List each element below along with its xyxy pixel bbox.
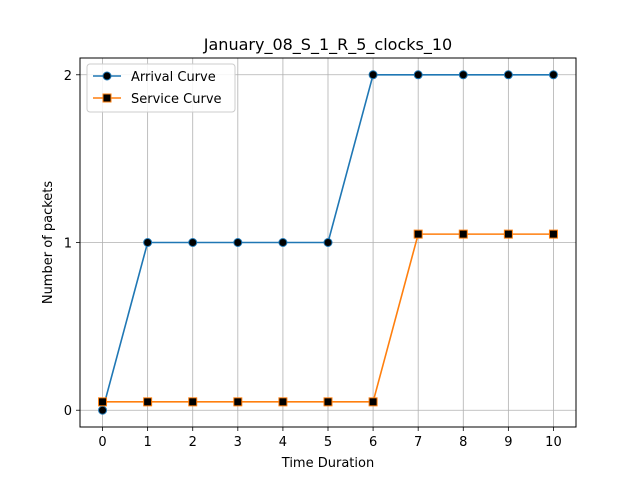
x-tick-label: 7 [414,435,422,450]
data-point [458,70,468,80]
data-point [188,397,198,407]
data-point [143,397,153,407]
data-point [188,238,198,247]
legend-marker [102,71,112,81]
y-tick-label: 1 [64,237,72,252]
y-axis-label: Number of packets [41,181,56,305]
x-tick-label: 0 [98,435,106,450]
data-point [233,397,243,407]
series-arrival-curve [98,70,558,415]
data-point [503,229,513,239]
data-point [98,405,108,415]
x-tick-label: 3 [234,435,242,450]
y-tick-label: 0 [64,404,72,419]
x-tick-label: 9 [504,435,512,450]
data-point [233,238,243,247]
data-point [278,397,288,407]
data-point [368,70,378,80]
data-series [98,70,558,415]
chart-title: January_08_S_1_R_5_clocks_10 [203,35,452,55]
series-service-curve [98,229,558,407]
data-point [323,238,333,247]
x-tick-label: 2 [189,435,197,450]
data-point [98,397,108,407]
data-point [458,229,468,239]
legend-box [86,63,236,113]
y-axis-ticks: 0 1 2 [64,69,80,419]
data-point [503,70,513,80]
data-point [413,70,423,80]
data-point [143,238,153,247]
data-point [548,70,558,80]
data-point [413,229,423,239]
legend-label: Service Curve [131,92,222,107]
data-point [368,397,378,407]
legend: Arrival Curve Service Curve [86,63,236,113]
x-tick-label: 8 [459,435,467,450]
x-axis-ticks: 0 1 2 3 4 5 6 7 8 9 10 [98,427,562,450]
y-tick-label: 2 [64,69,72,84]
x-tick-label: 4 [279,435,287,450]
x-axis-label: Time Duration [281,456,374,471]
x-tick-label: 5 [324,435,332,450]
x-tick-label: 1 [143,435,151,450]
data-point [323,397,333,407]
legend-marker [102,93,112,103]
data-point [548,229,558,239]
data-point [278,238,288,247]
x-tick-label: 6 [369,435,377,450]
x-tick-label: 10 [545,435,562,450]
legend-label: Arrival Curve [131,70,216,85]
